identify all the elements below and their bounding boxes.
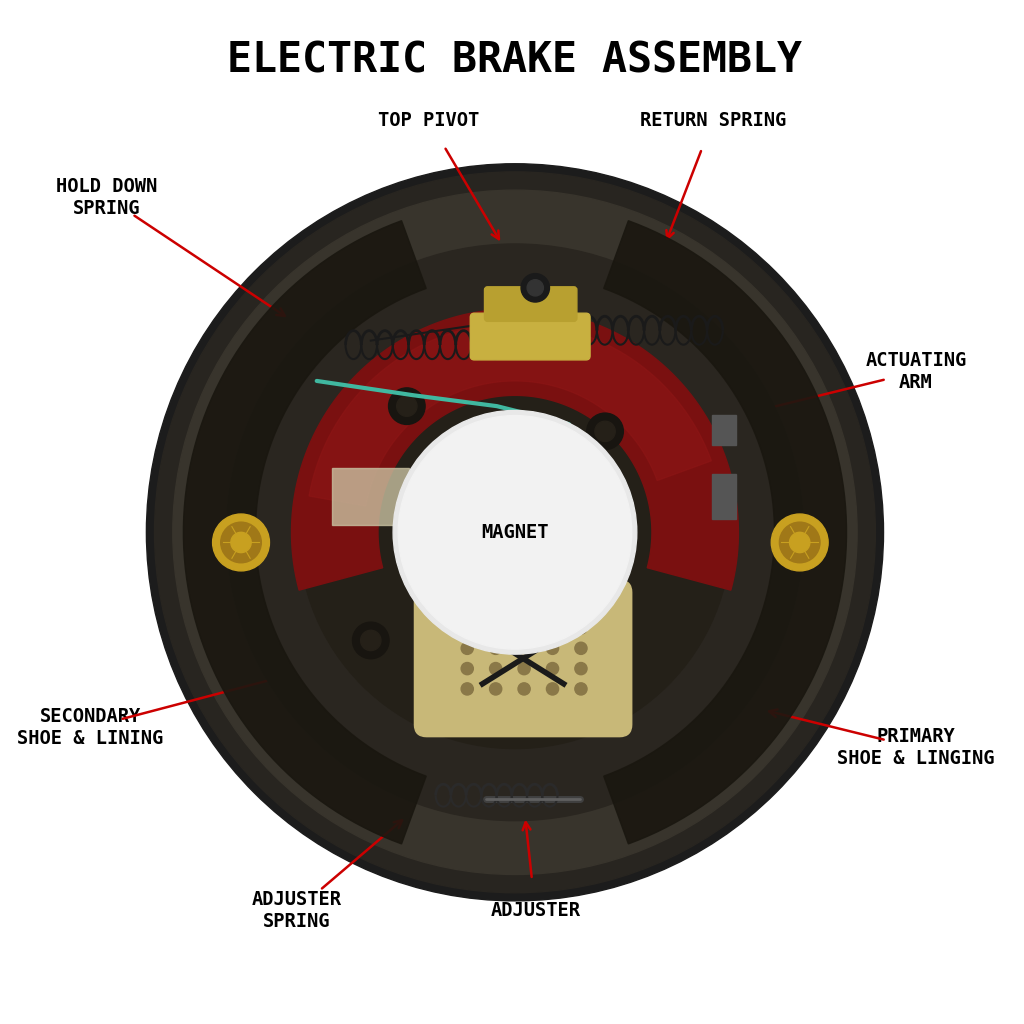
Circle shape (461, 683, 473, 695)
Circle shape (595, 421, 615, 441)
Text: SECONDARY
SHOE & LINING: SECONDARY SHOE & LINING (17, 707, 164, 748)
Text: ADJUSTER: ADJUSTER (490, 900, 581, 920)
Circle shape (547, 642, 559, 654)
Circle shape (461, 663, 473, 675)
Circle shape (230, 532, 251, 553)
Circle shape (574, 683, 587, 695)
Circle shape (489, 663, 502, 675)
Text: ADJUSTER
SPRING: ADJUSTER SPRING (252, 890, 342, 931)
Polygon shape (183, 221, 426, 844)
Circle shape (574, 663, 587, 675)
Circle shape (393, 411, 637, 654)
Text: ELECTRIC BRAKE ASSEMBLY: ELECTRIC BRAKE ASSEMBLY (227, 40, 803, 82)
Circle shape (584, 594, 604, 614)
Text: ACTUATING
ARM: ACTUATING ARM (865, 351, 967, 392)
Text: HOLD DOWN
SPRING: HOLD DOWN SPRING (56, 177, 158, 218)
FancyBboxPatch shape (484, 287, 577, 322)
Circle shape (442, 568, 479, 604)
Circle shape (518, 642, 530, 654)
Polygon shape (604, 221, 847, 844)
Circle shape (547, 622, 559, 634)
Polygon shape (309, 324, 712, 506)
Circle shape (521, 273, 550, 302)
Circle shape (518, 663, 530, 675)
Circle shape (388, 388, 425, 424)
Circle shape (155, 172, 876, 893)
Text: RETURN SPRING: RETURN SPRING (640, 111, 786, 130)
Circle shape (146, 164, 884, 901)
FancyBboxPatch shape (415, 581, 632, 736)
Circle shape (489, 622, 502, 634)
Bar (712, 415, 736, 445)
Bar (332, 468, 410, 524)
Circle shape (396, 396, 417, 417)
Circle shape (574, 642, 587, 654)
Circle shape (527, 280, 544, 296)
FancyBboxPatch shape (470, 313, 590, 359)
Circle shape (489, 642, 502, 654)
Circle shape (518, 622, 530, 634)
Circle shape (547, 683, 559, 695)
Circle shape (790, 532, 810, 553)
Circle shape (461, 642, 473, 654)
Polygon shape (292, 309, 738, 590)
Circle shape (547, 663, 559, 675)
Bar (712, 474, 736, 518)
Text: MAGNET: MAGNET (481, 523, 549, 542)
Circle shape (587, 413, 624, 450)
Circle shape (461, 622, 473, 634)
Circle shape (489, 683, 502, 695)
Circle shape (221, 522, 261, 563)
Circle shape (518, 683, 530, 695)
Circle shape (779, 522, 820, 563)
Circle shape (574, 622, 587, 634)
Text: TOP PIVOT: TOP PIVOT (378, 111, 479, 130)
Circle shape (173, 190, 857, 874)
Circle shape (771, 514, 828, 571)
Circle shape (299, 316, 731, 749)
Text: PRIMARY
SHOE & LINGING: PRIMARY SHOE & LINGING (838, 727, 994, 768)
Circle shape (352, 623, 389, 658)
Circle shape (360, 631, 381, 650)
Circle shape (575, 586, 612, 623)
Circle shape (226, 244, 803, 820)
Circle shape (398, 416, 632, 649)
Circle shape (451, 577, 471, 597)
Circle shape (213, 514, 269, 571)
